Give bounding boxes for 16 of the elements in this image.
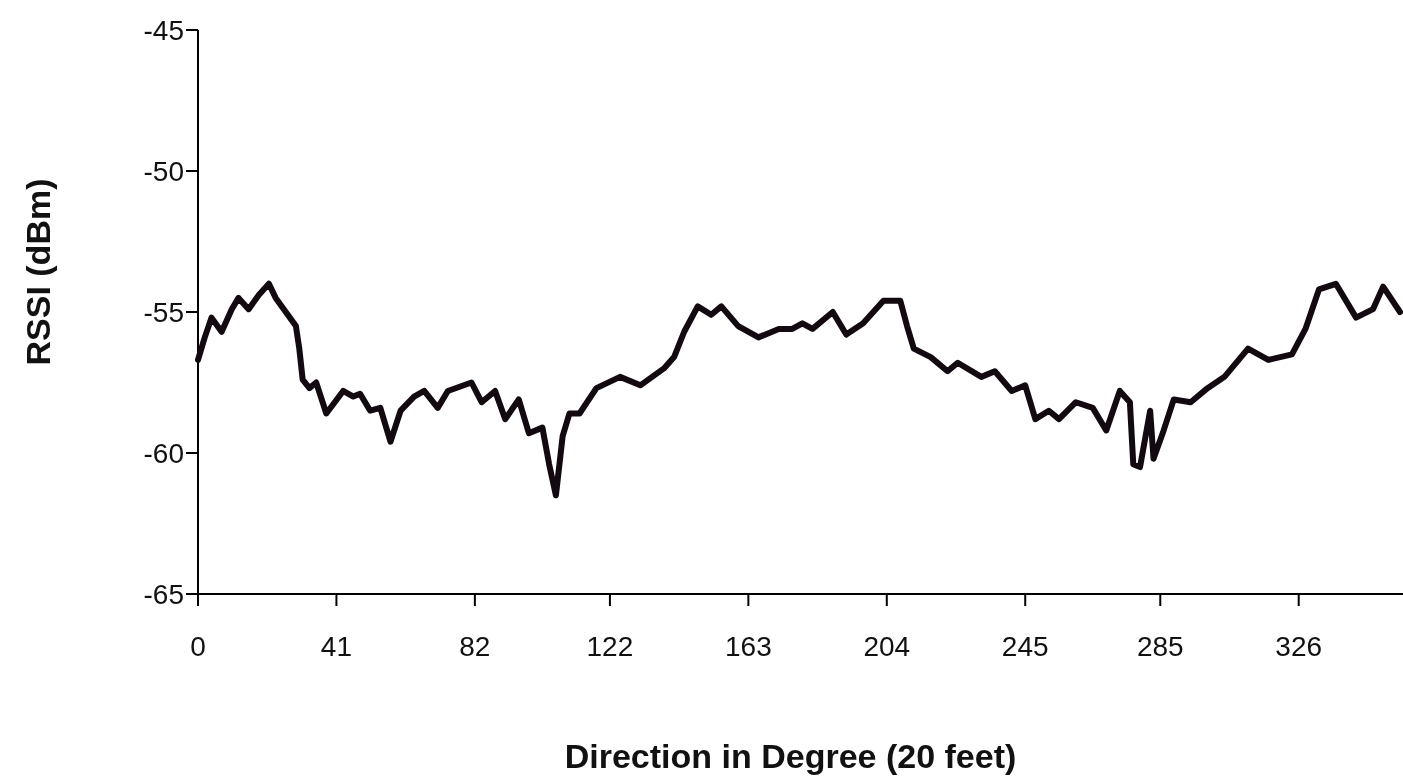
x-tick-label: 204 xyxy=(863,631,911,662)
y-tick-label: -65 xyxy=(143,578,184,610)
x-tick-label: 285 xyxy=(1136,631,1184,662)
y-axis-title: RSSI (dBm) xyxy=(19,178,57,366)
x-tick-label: 0 xyxy=(190,631,206,662)
x-tick-label: 122 xyxy=(586,631,634,662)
x-tick-label: 41 xyxy=(320,631,353,662)
y-tick-label: -45 xyxy=(143,14,184,46)
x-tick-label: 82 xyxy=(459,631,491,662)
y-tick-label: -50 xyxy=(143,155,184,187)
x-tick-label: 163 xyxy=(724,631,772,662)
y-tick-label: -60 xyxy=(143,437,184,469)
x-tick-label: 326 xyxy=(1275,631,1323,662)
y-tick-label: -55 xyxy=(143,296,184,328)
x-tick-label: 245 xyxy=(1001,631,1049,662)
x-axis-title: Direction in Degree (20 feet) xyxy=(564,737,1017,775)
